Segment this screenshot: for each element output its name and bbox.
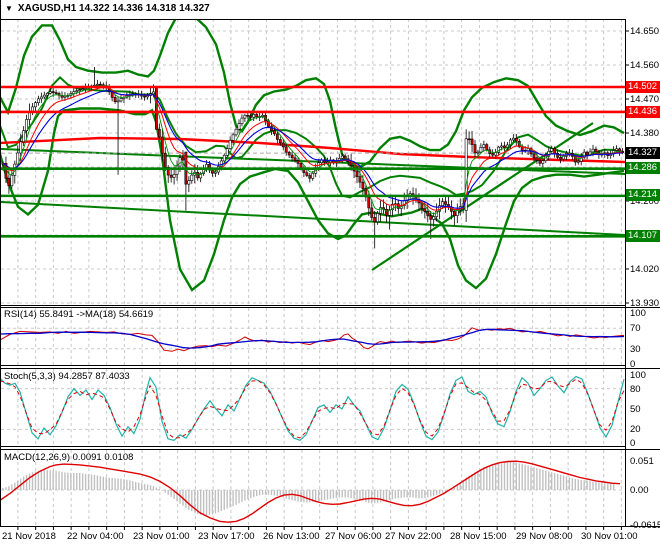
main-price-panel[interactable] xyxy=(0,12,625,292)
grid-lines xyxy=(1,19,625,526)
macd-panel[interactable] xyxy=(0,460,621,523)
macd-histogram xyxy=(2,461,615,516)
stoch-d-line xyxy=(1,378,625,439)
stochastic-panel[interactable] xyxy=(0,375,625,441)
rsi-panel[interactable] xyxy=(0,327,625,352)
stoch-k-line xyxy=(1,375,625,441)
panel-frames xyxy=(0,0,660,530)
rsi-ma-line xyxy=(1,328,625,349)
slow-red-ma xyxy=(1,136,625,164)
symbol-dropdown-icon[interactable]: ▼ xyxy=(5,3,13,13)
support-resistance-lines[interactable] xyxy=(1,85,625,238)
rsi-line xyxy=(1,327,625,352)
macd-signal-line xyxy=(1,460,621,523)
